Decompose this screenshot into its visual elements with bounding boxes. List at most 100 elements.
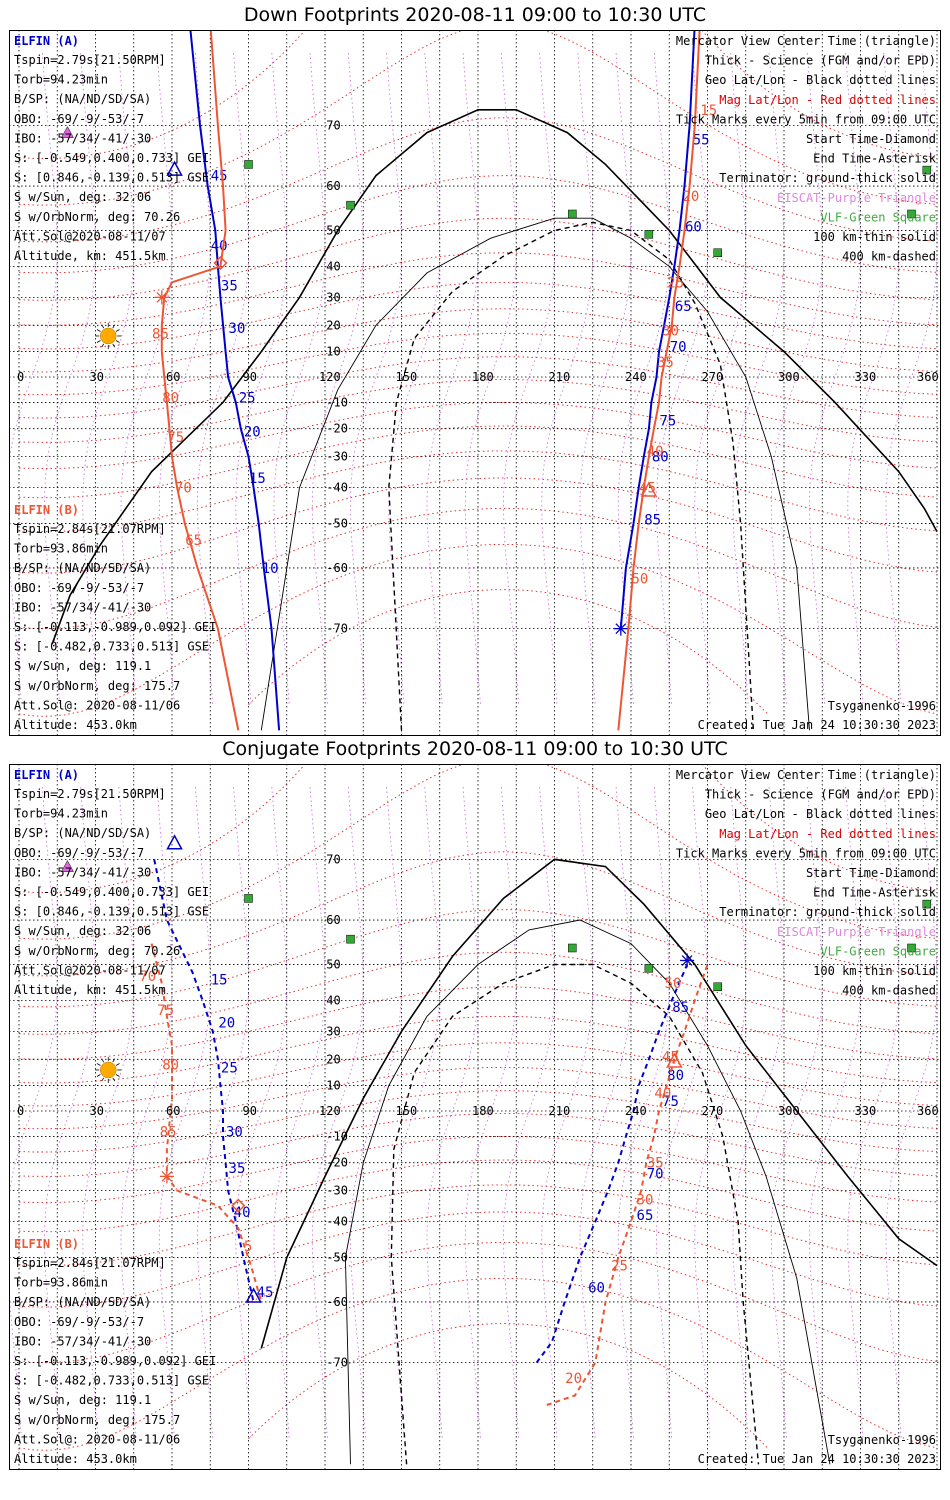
elfin-a-track-tick-label: 25 (239, 390, 256, 406)
panel-title-down: Down Footprints 2020-08-11 09:00 to 10:3… (243, 4, 707, 26)
lon-tick-label: 60 (166, 1104, 180, 1118)
elfin-a-info-line: S w/Sun, deg: 32.06 (14, 924, 151, 938)
elfin-a-info-line: S: [0.846,-0.139,0.513] GSE (14, 905, 209, 919)
mag-lat-line (18, 1066, 938, 1130)
elfin-b-info-line: Att.Sol@: 2020-08-11/06 (14, 1432, 180, 1446)
elfin-a-heading: ELFIN (A) (14, 34, 79, 48)
lon-tick-label: 90 (243, 1104, 257, 1118)
elfin-b-info-line: S: [-0.113,-0.989,0.092] GEI (14, 620, 216, 634)
sun-ray (115, 329, 120, 332)
elfin-a-info-line: Tspin=2.79s[21.50RPM] (14, 787, 166, 801)
lon-tick-label: 300 (778, 370, 800, 384)
mag-lat-line (18, 332, 938, 396)
legend-entry: 400 km-dashed (842, 250, 936, 264)
lat-tick-label: -60 (326, 561, 348, 575)
vlf-site-marker (346, 934, 355, 944)
legend-entry: 400 km-dashed (842, 984, 936, 998)
lat-tick-label: -30 (326, 450, 348, 464)
lat-tick-label: 20 (326, 318, 340, 332)
mag-lat-line (18, 477, 938, 574)
sun-ray (101, 1077, 105, 1082)
elfin-b-track-end-asterisk (161, 1170, 173, 1182)
legend-entry: Mag Lat/Lon - Red dotted lines (719, 827, 936, 841)
lat-tick-label: -30 (326, 1184, 348, 1198)
elfin-b-info-line: IBO: -57/34/-41/-30 (14, 1334, 151, 1348)
elfin-a-info-line: B/SP: (NA/ND/SD/SA) (14, 92, 151, 106)
elfin-a-track-tick-label: 85 (672, 1000, 689, 1016)
elfin-b-heading: ELFIN (B) (14, 1237, 79, 1251)
terminator-400km (390, 963, 760, 1465)
elfin-b-track-tick-label: 25 (667, 275, 684, 291)
elfin-a-track-tick-label: 10 (262, 561, 279, 577)
elfin-a-track-end-asterisk (681, 955, 693, 966)
terminator-400km (388, 221, 755, 731)
vlf-site-marker (713, 248, 722, 257)
elfin-b-track-tick-label: 40 (647, 444, 664, 460)
elfin-a-track-tick-label: 80 (652, 450, 669, 466)
elfin-b-info-line: OBO: -69/-9/-53/-7 (14, 581, 144, 595)
lat-tick-label: 70 (326, 118, 340, 132)
legend-entry: 100 km-thin solid (813, 230, 936, 244)
elfin-a-info-line: S: [-0.549,0.400,0.733] GEI (14, 151, 209, 165)
lon-tick-label: 0 (17, 370, 24, 384)
lon-tick-label: 120 (319, 370, 341, 384)
sun-ray (115, 1074, 120, 1077)
elfin-b-track-tick-label: 15 (700, 103, 717, 119)
legend-entry: Tick Marks every 5min from 09:00 UTC (676, 112, 936, 126)
elfin-a-track-center-triangle (166, 834, 183, 850)
elfin-b-track-tick-label: 70 (175, 481, 192, 497)
lon-tick-label: 60 (166, 370, 180, 384)
lat-tick-label: -50 (326, 517, 348, 531)
sun-ray (101, 1058, 105, 1063)
elfin-a-track-tick-label: 85 (644, 513, 661, 529)
lat-tick-label: 70 (326, 852, 340, 866)
elfin-b-info-line: Tspin=2.84s[21.07RPM] (14, 1256, 166, 1270)
legend-entry: Tick Marks every 5min from 09:00 UTC (676, 846, 936, 860)
elfin-b-track-tick-label: 20 (682, 189, 699, 205)
sun-ray (101, 343, 105, 348)
map-plot-area: 45 40 35 30 25 20 15 10 55 60 65 70 75 80 85 15 20 25 30 35… (10, 31, 940, 735)
elfin-a-track-tick-label: 60 (588, 1280, 605, 1296)
elfin-a-info-line: Att.Sol@2020-08-11/07 (14, 229, 166, 243)
lat-tick-label: 30 (326, 290, 340, 304)
lon-tick-label: 0 (17, 1104, 24, 1118)
lat-tick-label: -50 (326, 1251, 348, 1265)
elfin-b-track-tick-label: 40 (654, 1086, 671, 1102)
sun-ray (96, 1063, 101, 1066)
legend-entry: Start Time-Diamond (806, 132, 936, 146)
elfin-b-track-tick-label: 30 (637, 1193, 654, 1209)
legend-entry: End Time-Asterisk (813, 152, 937, 166)
terminator-ground (51, 109, 938, 645)
sun-ray (96, 1074, 101, 1077)
elfin-b-track-tick-label: 75 (157, 1003, 174, 1019)
model-label: Tsyganenko-1996 (828, 699, 936, 713)
vlf-site-marker (346, 200, 355, 210)
lat-tick-label: 10 (326, 1079, 340, 1093)
elfin-b-info-line: Altitude: 453.0km (14, 1452, 137, 1466)
elfin-b-info-line: B/SP: (NA/ND/SD/SA) (14, 561, 151, 575)
elfin-a-track-tick-label: 75 (660, 414, 677, 430)
lon-tick-label: 240 (625, 370, 647, 384)
sun-ray (96, 340, 101, 343)
lat-tick-label: -70 (326, 622, 348, 636)
legend-entry: Thick - Science (FGM and/or EPD) (705, 788, 936, 802)
elfin-b-track-tick-label: 85 (152, 326, 169, 342)
elfin-b-track-start-diamond (213, 255, 228, 271)
lon-tick-label: 360 (917, 370, 939, 384)
legend-entry: VLF-Green Square (820, 944, 936, 958)
lon-tick-label: 150 (396, 370, 418, 384)
lat-tick-label: 40 (326, 259, 340, 273)
lon-tick-label: 120 (319, 1104, 341, 1118)
elfin-a-track-tick-label: 20 (244, 424, 261, 440)
legend-entry: Mercator View Center Time (triangle) (676, 768, 936, 782)
elfin-a-heading: ELFIN (A) (14, 768, 79, 782)
elfin-a-info-line: S: [0.846,-0.139,0.513] GSE (14, 171, 209, 185)
mag-lat-line (18, 507, 938, 630)
elfin-b-track-end-asterisk (156, 291, 168, 303)
lat-tick-label: -10 (326, 395, 348, 409)
lat-tick-label: -40 (326, 481, 348, 495)
lat-tick-label: -70 (326, 1356, 348, 1370)
lon-tick-label: 330 (855, 1104, 877, 1118)
sun-ray (112, 1077, 116, 1082)
vlf-site-marker (713, 982, 722, 991)
